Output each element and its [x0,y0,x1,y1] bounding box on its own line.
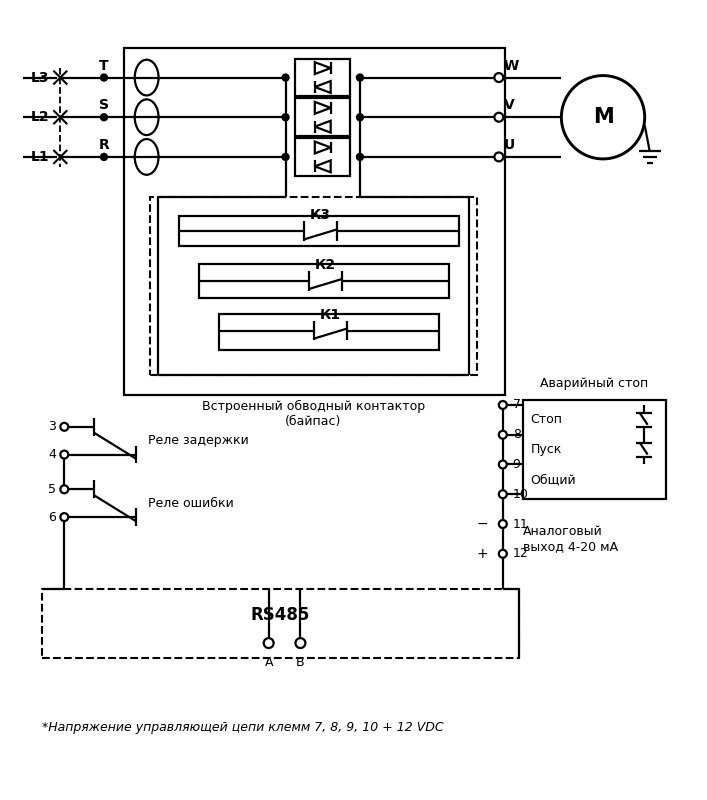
Circle shape [282,114,289,121]
Circle shape [494,153,503,162]
Circle shape [499,461,507,469]
Bar [124,48,505,395]
Circle shape [499,430,507,438]
Text: Реле ошибки: Реле ошибки [148,497,233,510]
Text: −: − [477,517,488,531]
Circle shape [356,114,363,121]
Circle shape [356,154,363,160]
Circle shape [499,550,507,558]
Text: 12: 12 [513,547,529,560]
Text: 5: 5 [48,482,57,496]
Text: Стоп: Стоп [530,414,563,426]
Bar [522,400,665,499]
Circle shape [264,638,274,648]
Circle shape [60,423,69,430]
Circle shape [356,74,363,81]
Text: R: R [98,138,110,152]
Bar [199,264,449,298]
Text: RS485: RS485 [251,606,310,624]
Text: A: A [264,656,273,669]
Text: 9: 9 [513,458,520,471]
Text: L3: L3 [31,70,49,85]
Text: W: W [504,58,519,73]
Circle shape [60,513,69,521]
Circle shape [100,154,107,160]
Circle shape [60,486,69,494]
Circle shape [499,490,507,498]
Circle shape [100,114,107,121]
Text: 3: 3 [49,420,57,434]
Text: 7: 7 [513,398,521,411]
Bar [296,138,350,176]
Circle shape [100,74,107,81]
Bar [180,217,459,246]
Text: B: B [296,656,305,669]
Circle shape [282,154,289,160]
Text: L2: L2 [31,110,49,124]
Text: T: T [99,58,109,73]
Text: К1: К1 [320,308,340,322]
Bar [150,197,477,375]
Text: Пуск: Пуск [530,443,562,456]
Circle shape [494,73,503,82]
Text: 10: 10 [513,488,529,501]
Text: Общий: Общий [530,473,576,486]
Circle shape [296,638,305,648]
Text: +: + [477,546,488,561]
Text: Аварийный стоп: Аварийный стоп [540,377,648,390]
Text: V: V [504,98,515,112]
Text: Встроенный обводный контактор
(байпас): Встроенный обводный контактор (байпас) [201,400,425,428]
Circle shape [561,75,645,159]
Circle shape [60,450,69,458]
Text: К2: К2 [315,258,335,272]
Text: 6: 6 [49,510,57,523]
Text: M: M [592,107,614,127]
Text: *Напряжение управляющей цепи клемм 7, 8, 9, 10 + 12 VDC: *Напряжение управляющей цепи клемм 7, 8,… [42,721,444,734]
Text: 11: 11 [513,518,529,530]
Text: U: U [504,138,515,152]
Circle shape [282,74,289,81]
Circle shape [499,520,507,528]
Bar [42,589,519,658]
Bar [296,58,350,97]
Circle shape [499,401,507,409]
Text: 8: 8 [513,428,521,442]
Bar [219,314,439,350]
Text: Аналоговый
выход 4-20 мА: Аналоговый выход 4-20 мА [522,525,618,553]
Bar [296,98,350,136]
Text: К3: К3 [310,209,330,222]
Text: 4: 4 [49,448,57,461]
Circle shape [494,113,503,122]
Text: L1: L1 [31,150,49,164]
Text: Реле задержки: Реле задержки [148,434,248,447]
Text: S: S [99,98,109,112]
